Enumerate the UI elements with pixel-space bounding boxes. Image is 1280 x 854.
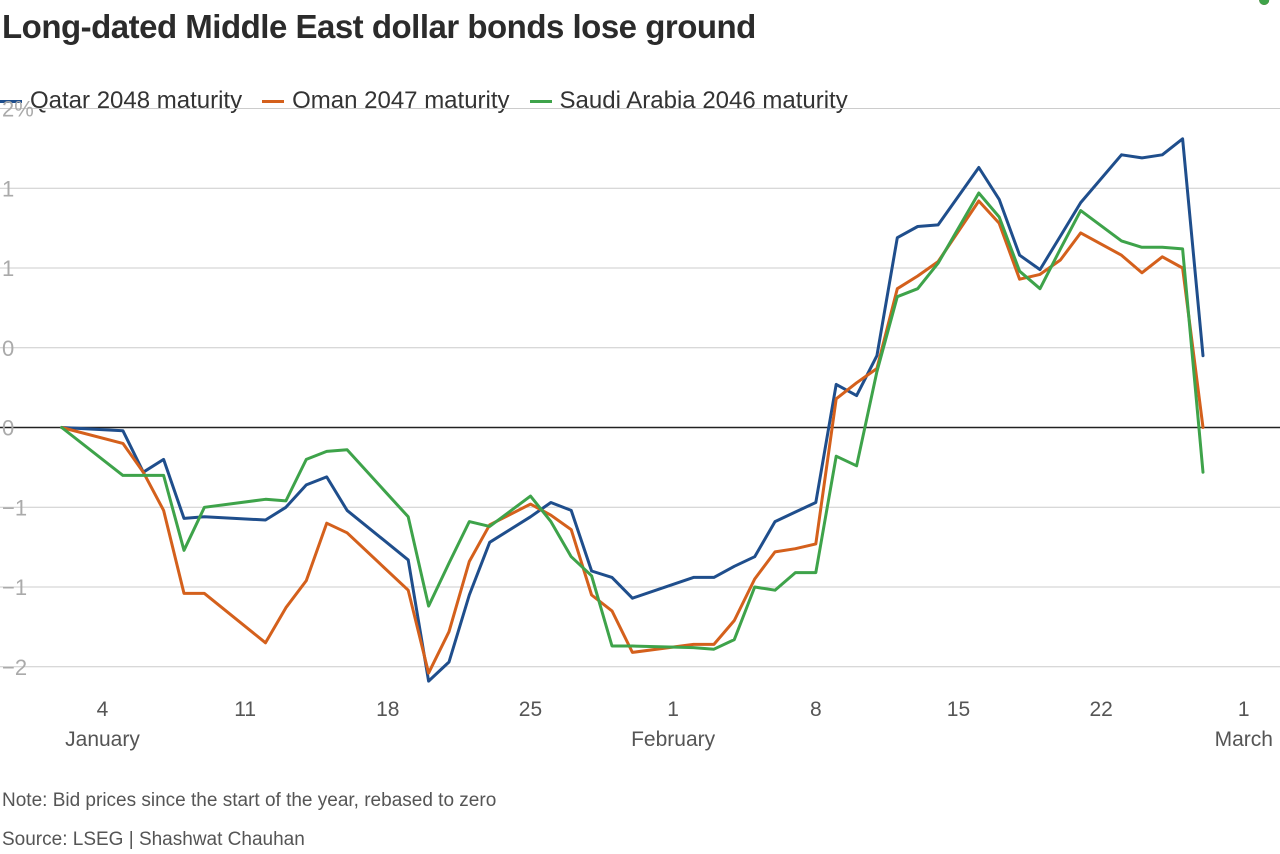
legend-swatch-saudi (529, 99, 552, 103)
y-tick-label: −2 (2, 655, 27, 680)
series-line-oman (60, 199, 1205, 675)
x-month-label: February (631, 728, 716, 751)
y-tick-label: 1 (2, 256, 14, 281)
legend-swatch-oman (262, 99, 285, 103)
legend-label-saudi: Saudi Arabia 2046 maturity (559, 87, 848, 114)
series-line-saudi (60, 191, 1205, 651)
x-tick-label: 15 (947, 698, 970, 721)
x-tick-label: 18 (376, 698, 399, 721)
legend-label-oman: Oman 2047 maturity (292, 87, 510, 114)
legend-item-oman: Oman 2047 maturity (262, 87, 510, 115)
legend: Qatar 2048 maturity Oman 2047 maturity S… (0, 86, 868, 116)
legend-label-qatar: Qatar 2048 maturity (30, 87, 243, 114)
series-endpoint-saudi (1259, 0, 1270, 5)
series-line-qatar (60, 137, 1205, 683)
legend-item-qatar: Qatar 2048 maturity (0, 87, 242, 115)
y-tick-label: 0 (2, 416, 14, 441)
chart-source: Source: LSEG | Shashwat Chauhan (2, 829, 305, 850)
legend-item-saudi: Saudi Arabia 2046 maturity (529, 87, 848, 115)
x-tick-label: 25 (519, 698, 542, 721)
x-tick-label: 4 (97, 698, 109, 721)
x-tick-label: 1 (1238, 698, 1250, 721)
y-tick-label: 1 (2, 176, 14, 201)
y-tick-label: −1 (2, 575, 27, 600)
y-tick-label: −1 (2, 495, 27, 520)
x-tick-label: 22 (1089, 698, 1112, 721)
x-tick-label: 8 (810, 698, 822, 721)
x-tick-label: 11 (234, 698, 256, 721)
y-tick-label: 2% (2, 97, 34, 122)
x-tick-label: 1 (667, 698, 679, 721)
chart-note: Note: Bid prices since the start of the … (2, 790, 497, 811)
x-month-label: January (65, 728, 140, 751)
chart-title: Long-dated Middle East dollar bonds lose… (2, 8, 756, 45)
x-month-label: March (1215, 728, 1273, 751)
y-tick-label: 0 (2, 336, 14, 361)
legend-swatch-qatar (0, 99, 22, 103)
